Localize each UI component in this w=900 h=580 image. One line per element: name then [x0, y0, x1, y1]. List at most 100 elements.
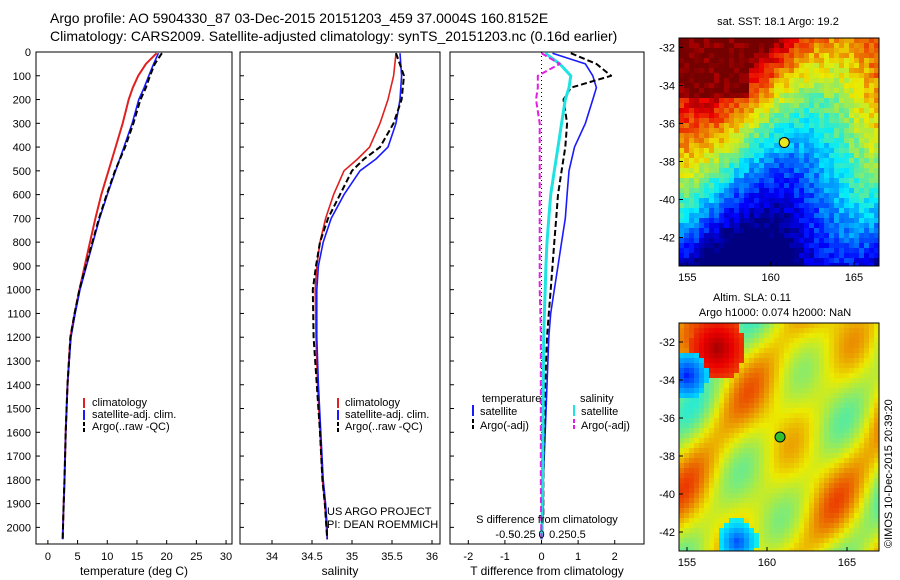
sst-cell — [834, 153, 839, 158]
sla-cell — [874, 468, 879, 473]
sla-cell — [699, 363, 704, 368]
sla-cell — [769, 418, 774, 423]
sla-cell — [764, 493, 769, 498]
sst-cell — [709, 133, 714, 138]
sst-cell — [689, 128, 694, 133]
sst-cell — [729, 73, 734, 78]
sst-cell — [719, 48, 724, 53]
sla-cell — [759, 458, 764, 463]
sst-cell — [764, 163, 769, 168]
sst-cell — [834, 243, 839, 248]
sla-cell — [724, 328, 729, 333]
sla-cell — [689, 508, 694, 513]
sst-cell — [819, 193, 824, 198]
sla-cell — [844, 523, 849, 528]
sst-cell — [744, 113, 749, 118]
sst-cell — [699, 193, 704, 198]
sla-cell — [764, 373, 769, 378]
sst-cell — [729, 53, 734, 58]
sla-cell — [819, 413, 824, 418]
sst-cell — [744, 63, 749, 68]
sla-cell — [789, 363, 794, 368]
sst-cell — [794, 223, 799, 228]
sla-cell — [874, 353, 879, 358]
sla-cell — [854, 523, 859, 528]
sst-cell — [794, 78, 799, 83]
sst-cell — [744, 258, 749, 263]
sla-cell — [729, 388, 734, 393]
sst-cell — [839, 183, 844, 188]
sst-cell — [869, 228, 874, 233]
sst-cell — [714, 198, 719, 203]
sst-cell — [834, 128, 839, 133]
sla-cell — [729, 488, 734, 493]
sla-cell — [759, 508, 764, 513]
sst-cell — [829, 123, 834, 128]
sst-cell — [739, 253, 744, 258]
sla-cell — [809, 328, 814, 333]
sla-cell — [814, 443, 819, 448]
sst-cell — [739, 73, 744, 78]
sst-cell — [789, 183, 794, 188]
sla-cell — [784, 433, 789, 438]
sst-cell — [789, 133, 794, 138]
sst-cell — [684, 238, 689, 243]
sla-cell — [819, 433, 824, 438]
sst-cell — [754, 163, 759, 168]
sla-cell — [824, 543, 829, 548]
sla-cell — [759, 468, 764, 473]
sla-cell — [809, 478, 814, 483]
sla-cell — [834, 538, 839, 543]
sst-cell — [784, 173, 789, 178]
sst-cell — [834, 188, 839, 193]
sst-cell — [829, 198, 834, 203]
sla-cell — [734, 468, 739, 473]
sst-cell — [744, 208, 749, 213]
sst-cell — [804, 153, 809, 158]
sst-cell — [819, 103, 824, 108]
sla-cell — [749, 458, 754, 463]
sst-cell — [829, 43, 834, 48]
sla-cell — [829, 353, 834, 358]
sla-cell — [844, 353, 849, 358]
sst-cell — [839, 168, 844, 173]
sla-cell — [834, 543, 839, 548]
sst-cell — [829, 78, 834, 83]
sst-cell — [834, 73, 839, 78]
sst-cell — [739, 183, 744, 188]
sla-cell — [714, 333, 719, 338]
sst-cell — [829, 158, 834, 163]
sla-cell — [779, 428, 784, 433]
sst-cell — [864, 223, 869, 228]
sst-cell — [824, 53, 829, 58]
sla-cell — [704, 503, 709, 508]
sst-cell — [714, 203, 719, 208]
sst-cell — [809, 238, 814, 243]
sst-cell — [709, 78, 714, 83]
sla-cell — [824, 368, 829, 373]
sla-cell — [829, 448, 834, 453]
sst-cell — [709, 258, 714, 263]
sla-cell — [799, 463, 804, 468]
sla-cell — [729, 343, 734, 348]
sla-cell — [699, 388, 704, 393]
sla-cell — [814, 478, 819, 483]
sst-cell — [874, 58, 879, 63]
sla-cell — [759, 483, 764, 488]
sla-cell — [734, 493, 739, 498]
sla-cell — [734, 448, 739, 453]
sla-cell — [869, 548, 874, 551]
sst-cell — [774, 208, 779, 213]
sla-cell — [839, 543, 844, 548]
sla-cell — [694, 528, 699, 533]
sla-cell — [764, 488, 769, 493]
sla-cell — [779, 398, 784, 403]
sla-cell — [709, 403, 714, 408]
sst-cell — [824, 93, 829, 98]
sla-cell — [699, 448, 704, 453]
sst-cell — [724, 193, 729, 198]
sst-cell — [679, 223, 684, 228]
sla-cell — [859, 463, 864, 468]
sst-cell — [754, 118, 759, 123]
sla-cell — [859, 348, 864, 353]
